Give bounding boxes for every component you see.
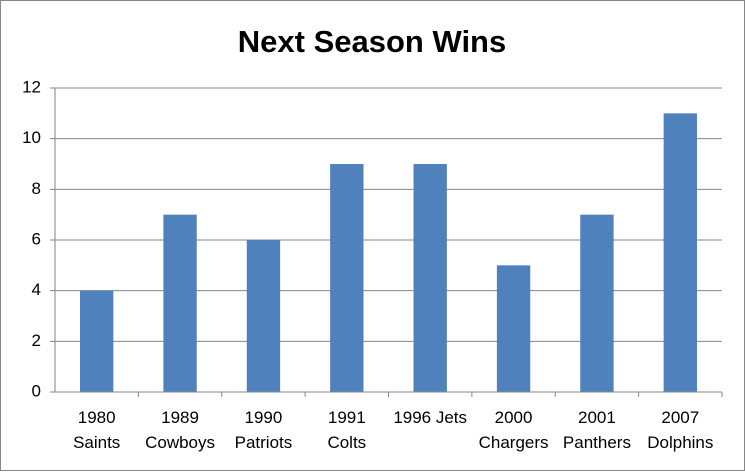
bar [663, 113, 697, 392]
bar [413, 164, 447, 392]
x-tick-label: 1980 Saints [73, 408, 120, 452]
bar [163, 214, 197, 392]
y-tick-label: 10 [22, 128, 41, 147]
chart-title: Next Season Wins [238, 24, 506, 59]
x-tick-label: 1996 Jets [393, 408, 467, 427]
bar [330, 164, 364, 392]
y-tick-label: 2 [32, 331, 41, 350]
x-tick-label: 1989 Cowboys [145, 408, 215, 452]
y-tick-label: 4 [32, 280, 41, 299]
bar [496, 265, 531, 392]
x-tick-label: 2007 Dolphins [647, 408, 713, 452]
x-tick-label: 1990 Patriots [235, 408, 293, 452]
x-tick-label: 2000 Chargers [479, 408, 549, 452]
bar [80, 290, 114, 392]
y-tick-label: 6 [32, 229, 41, 248]
x-tick-label: 1991 Colts [327, 408, 366, 452]
bar [580, 214, 614, 392]
x-tick-label: 2001 Panthers [563, 408, 631, 452]
bar [246, 240, 281, 392]
y-tick-label: 12 [22, 77, 41, 96]
y-tick-label: 8 [32, 179, 41, 198]
y-tick-label: 0 [32, 381, 41, 400]
